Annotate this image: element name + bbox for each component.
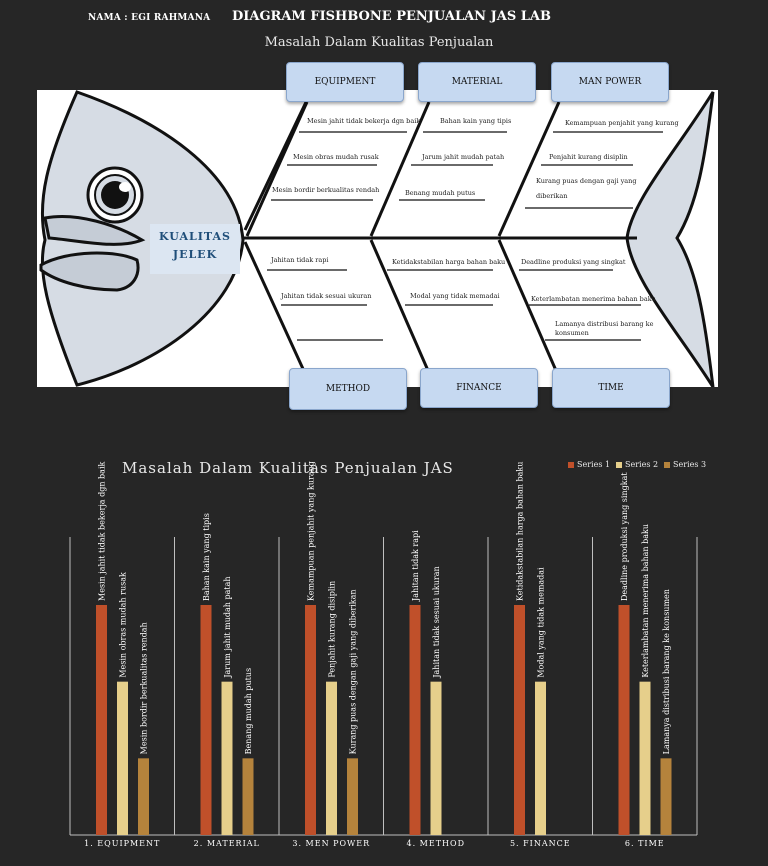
cause-time-2: Keterlambatan menerima bahan baku bbox=[531, 295, 656, 303]
bar-label: Jahitan tidak sesuai ukuran bbox=[432, 566, 441, 678]
cause-manpower-2: Penjahit kurang disiplin bbox=[549, 153, 628, 161]
legend-label-1: Series 1 bbox=[577, 460, 611, 469]
cause-manpower-1: Kemampuan penjahit yang kurang bbox=[565, 119, 679, 127]
cause-lines bbox=[267, 131, 663, 341]
bottom-bones bbox=[243, 239, 563, 383]
legend-label-3: Series 3 bbox=[673, 460, 707, 469]
cause-time-3: Lamanya distribusi barang ke bbox=[555, 320, 654, 328]
legend-series-1: Series 1 bbox=[568, 460, 610, 469]
bar bbox=[305, 605, 316, 835]
bar-label: Mesin jahit tidak bekerja dgn baik bbox=[98, 462, 107, 602]
bar bbox=[96, 605, 107, 835]
bar-label: Keterlambatan menerima bahan baku bbox=[641, 524, 650, 678]
fish-mouth-upper bbox=[43, 215, 146, 246]
author-name: NAMA : EGI RAHMANA bbox=[88, 13, 211, 23]
bar bbox=[618, 605, 630, 835]
fish-mouth-lower bbox=[39, 251, 140, 292]
fish-tail bbox=[625, 91, 715, 387]
top-bones bbox=[243, 99, 561, 237]
bar-label: Jahitan tidak rapi bbox=[411, 530, 420, 602]
bar-label: Modal yang tidak memadai bbox=[537, 567, 546, 678]
category-method: METHOD bbox=[289, 368, 407, 410]
fish-head bbox=[40, 90, 245, 387]
category-label: 4. METHOD bbox=[407, 839, 466, 848]
chart-title: Masalah Dalam Kualitas Penjualan JAS bbox=[122, 459, 454, 477]
bar bbox=[639, 681, 651, 835]
bar bbox=[242, 758, 254, 835]
cause-method-2: Jahitan tidak sesuai ukuran bbox=[281, 292, 372, 300]
fishbone-diagram bbox=[37, 90, 718, 387]
bar-label: Benang mudah putus bbox=[244, 668, 253, 754]
cause-equipment-2: Mesin obras mudah rusak bbox=[293, 153, 379, 161]
bar bbox=[117, 681, 128, 835]
legend-swatch-2 bbox=[616, 461, 622, 468]
cause-method-1: Jahitan tidak rapi bbox=[271, 256, 329, 264]
legend-series-2: Series 2 bbox=[616, 460, 658, 469]
effect-box: KUALITAS JELEK bbox=[150, 224, 240, 274]
legend-series-3: Series 3 bbox=[664, 460, 706, 469]
cause-material-1: Bahan kain yang tipis bbox=[440, 117, 512, 125]
cause-material-3: Benang mudah putus bbox=[405, 189, 476, 197]
category-label: 3. MEN POWER bbox=[292, 839, 370, 848]
bar bbox=[347, 758, 358, 835]
fish-eye-glint bbox=[119, 182, 131, 192]
cause-material-2: Jarum jahit mudah patah bbox=[422, 153, 505, 161]
bar-label: Mesin obras mudah rusak bbox=[119, 572, 128, 678]
cause-equipment-3: Mesin bordir berkualitas rendah bbox=[272, 186, 380, 194]
category-equipment: EQUIPMENT bbox=[286, 62, 404, 102]
category-label: 1. EQUIPMENT bbox=[84, 839, 160, 848]
bar bbox=[430, 681, 442, 835]
category-finance: FINANCE bbox=[420, 368, 538, 408]
page-subtitle: Masalah Dalam Kualitas Penjualan bbox=[264, 35, 494, 50]
bar bbox=[326, 681, 337, 835]
bar bbox=[200, 605, 212, 835]
effect-line-2: JELEK bbox=[172, 248, 218, 261]
category-time: TIME bbox=[552, 368, 670, 408]
cause-manpower-3b: diberikan bbox=[536, 192, 568, 200]
cause-time-1: Deadline produksi yang singkat bbox=[521, 258, 626, 266]
bar-label: Kemampuan penjahit yang kurang bbox=[307, 461, 316, 601]
bar-label: Kurang puas dengan gaji yang diberikan bbox=[349, 589, 358, 754]
bar bbox=[409, 605, 421, 835]
bar-label: Mesin bordir berkualitas rendah bbox=[140, 622, 149, 754]
bar-chart: Mesin jahit tidak bekerja dgn baik Mesin … bbox=[69, 461, 698, 848]
cause-finance-2: Modal yang tidak memadai bbox=[410, 292, 500, 300]
bar-label: Lamanya distribusi barang ke konsumen bbox=[662, 589, 671, 754]
category-material: MATERIAL bbox=[418, 62, 536, 102]
category-label: 2. MATERIAL bbox=[194, 839, 260, 848]
category-label: 5. FINANCE bbox=[510, 839, 571, 848]
legend-label-2: Series 2 bbox=[625, 460, 659, 469]
bar bbox=[535, 681, 546, 835]
bar bbox=[514, 605, 525, 835]
bar bbox=[660, 758, 672, 835]
fishbone-drawing bbox=[39, 90, 715, 387]
bar-label: Jarum jahit mudah patah bbox=[223, 577, 232, 679]
effect-line-1: KUALITAS bbox=[159, 230, 231, 243]
page-title: DIAGRAM FISHBONE PENJUALAN JAS LAB bbox=[232, 9, 551, 24]
bar-label: Deadline produksi yang singkat bbox=[620, 472, 629, 601]
legend-swatch-1 bbox=[568, 461, 574, 468]
cause-equipment-1: Mesin jahit tidak bekerja dgn baik bbox=[307, 117, 421, 125]
bar bbox=[138, 758, 149, 835]
cause-finance-1: Ketidakstabilan harga bahan baku bbox=[392, 258, 506, 266]
bar-label: Ketidakstabilan harga bahan baku bbox=[516, 462, 525, 601]
category-label: 6. TIME bbox=[625, 839, 665, 848]
category-man-power: MAN POWER bbox=[551, 62, 669, 102]
bar-label: Penjahit kurang disiplin bbox=[328, 581, 337, 678]
bar bbox=[221, 681, 233, 835]
cause-time-3b: konsumen bbox=[555, 329, 589, 337]
cause-manpower-3: Kurang puas dengan gaji yang bbox=[536, 177, 637, 185]
bar-label: Bahan kain yang tipis bbox=[202, 513, 211, 601]
legend-swatch-3 bbox=[664, 461, 670, 468]
